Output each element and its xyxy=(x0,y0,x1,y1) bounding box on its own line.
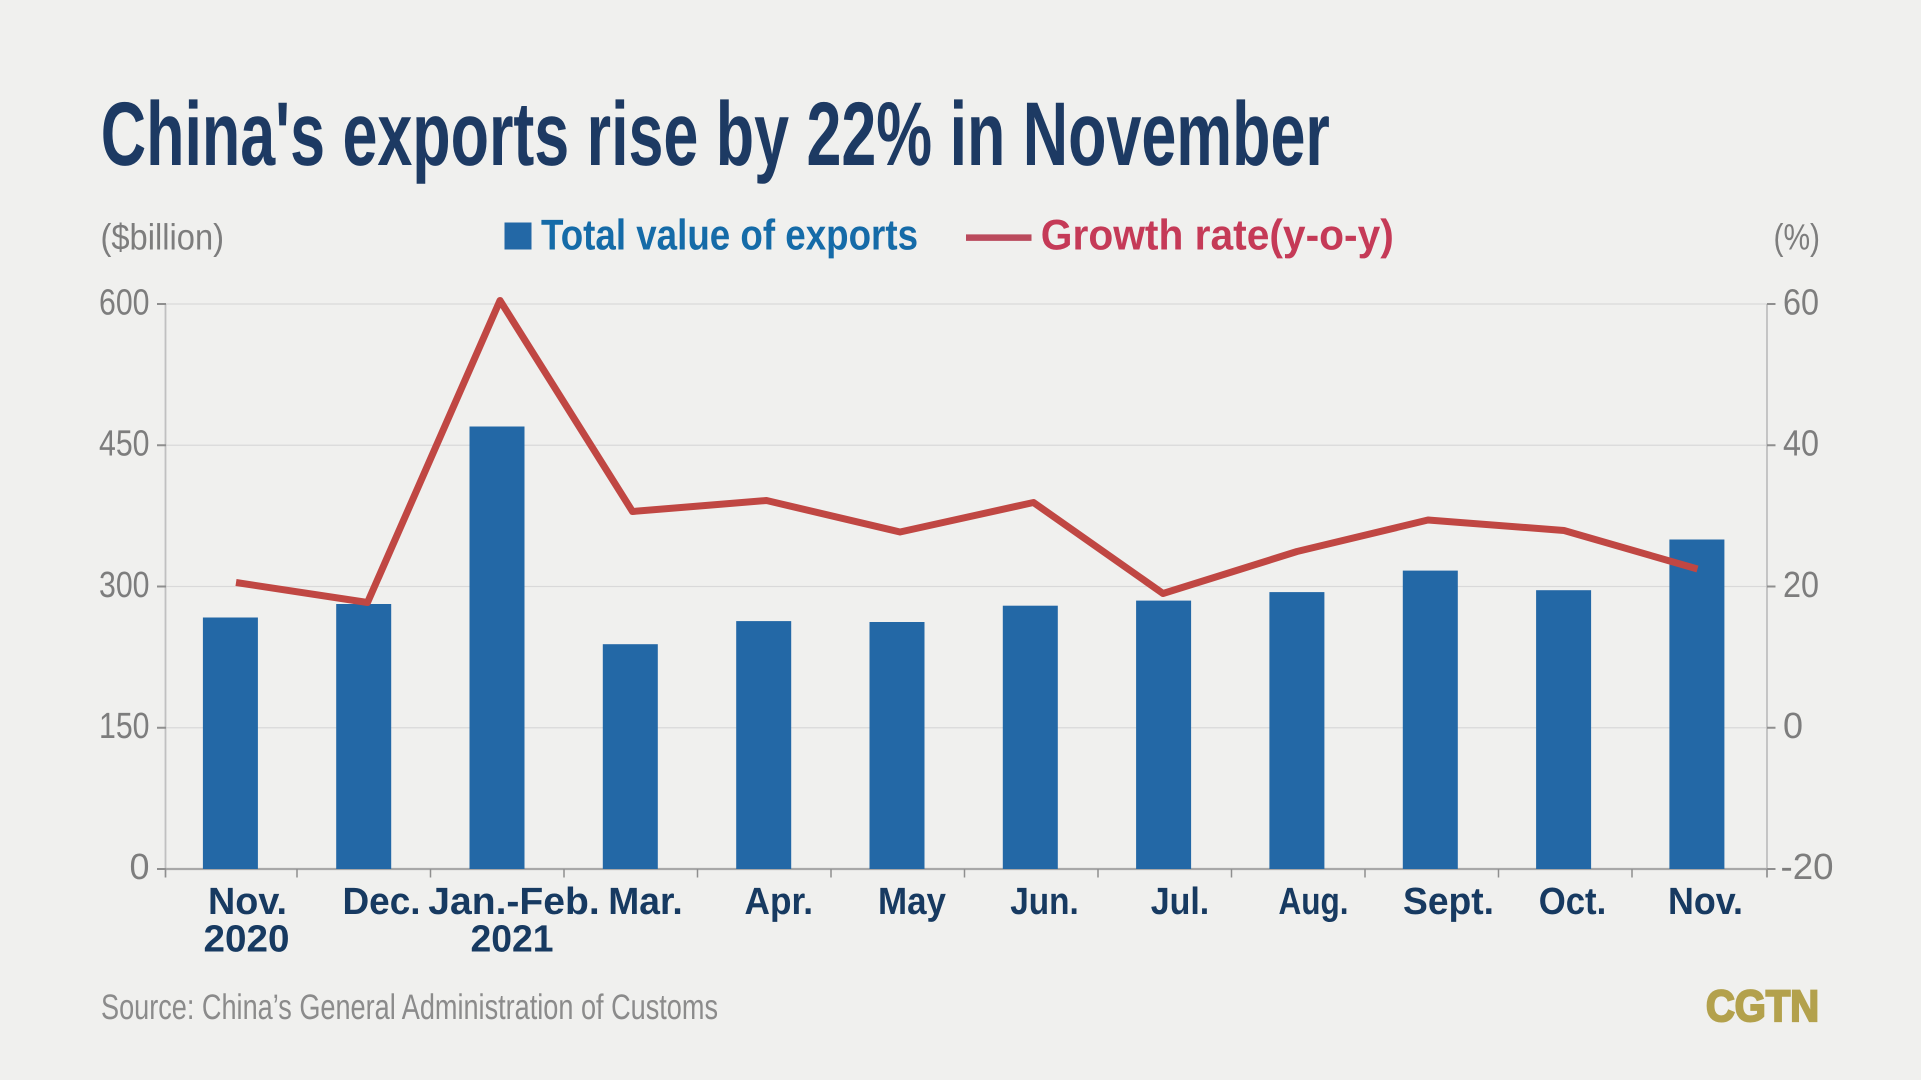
svg-text:CGTN: CGTN xyxy=(1706,982,1819,1031)
svg-text:0: 0 xyxy=(1783,705,1803,746)
svg-text:Growth rate(y-o-y): Growth rate(y-o-y) xyxy=(1041,211,1394,259)
svg-text:Nov.: Nov. xyxy=(208,881,287,923)
svg-text:0: 0 xyxy=(130,846,150,887)
svg-text:China's exports rise by 22% in: China's exports rise by 22% in November xyxy=(101,84,1330,185)
svg-text:600: 600 xyxy=(99,281,150,322)
svg-text:150: 150 xyxy=(99,705,150,746)
svg-text:300: 300 xyxy=(99,564,150,605)
svg-text:Jan.-Feb.: Jan.-Feb. xyxy=(428,881,600,923)
svg-text:Jul.: Jul. xyxy=(1151,881,1210,923)
svg-text:2020: 2020 xyxy=(204,919,290,961)
svg-text:Dec.: Dec. xyxy=(343,881,421,923)
svg-text:Source: China’s General Admini: Source: China’s General Administration o… xyxy=(101,987,718,1027)
svg-text:2021: 2021 xyxy=(471,919,554,961)
svg-text:Apr.: Apr. xyxy=(745,881,814,923)
svg-text:May: May xyxy=(878,881,946,923)
svg-text:20: 20 xyxy=(1783,564,1819,605)
svg-text:40: 40 xyxy=(1783,423,1819,464)
svg-text:Mar.: Mar. xyxy=(608,881,683,923)
svg-text:(%): (%) xyxy=(1774,217,1821,258)
svg-text:-20: -20 xyxy=(1781,846,1834,887)
svg-text:Jun.: Jun. xyxy=(1010,881,1079,923)
svg-text:Total value of exports: Total value of exports xyxy=(541,211,918,259)
svg-text:Sept.: Sept. xyxy=(1403,881,1494,923)
svg-text:450: 450 xyxy=(99,423,150,464)
svg-text:Nov.: Nov. xyxy=(1668,881,1743,923)
svg-text:60: 60 xyxy=(1783,281,1819,322)
svg-text:Oct.: Oct. xyxy=(1539,881,1607,923)
svg-text:($billion): ($billion) xyxy=(101,217,225,258)
svg-text:Aug.: Aug. xyxy=(1279,881,1349,923)
